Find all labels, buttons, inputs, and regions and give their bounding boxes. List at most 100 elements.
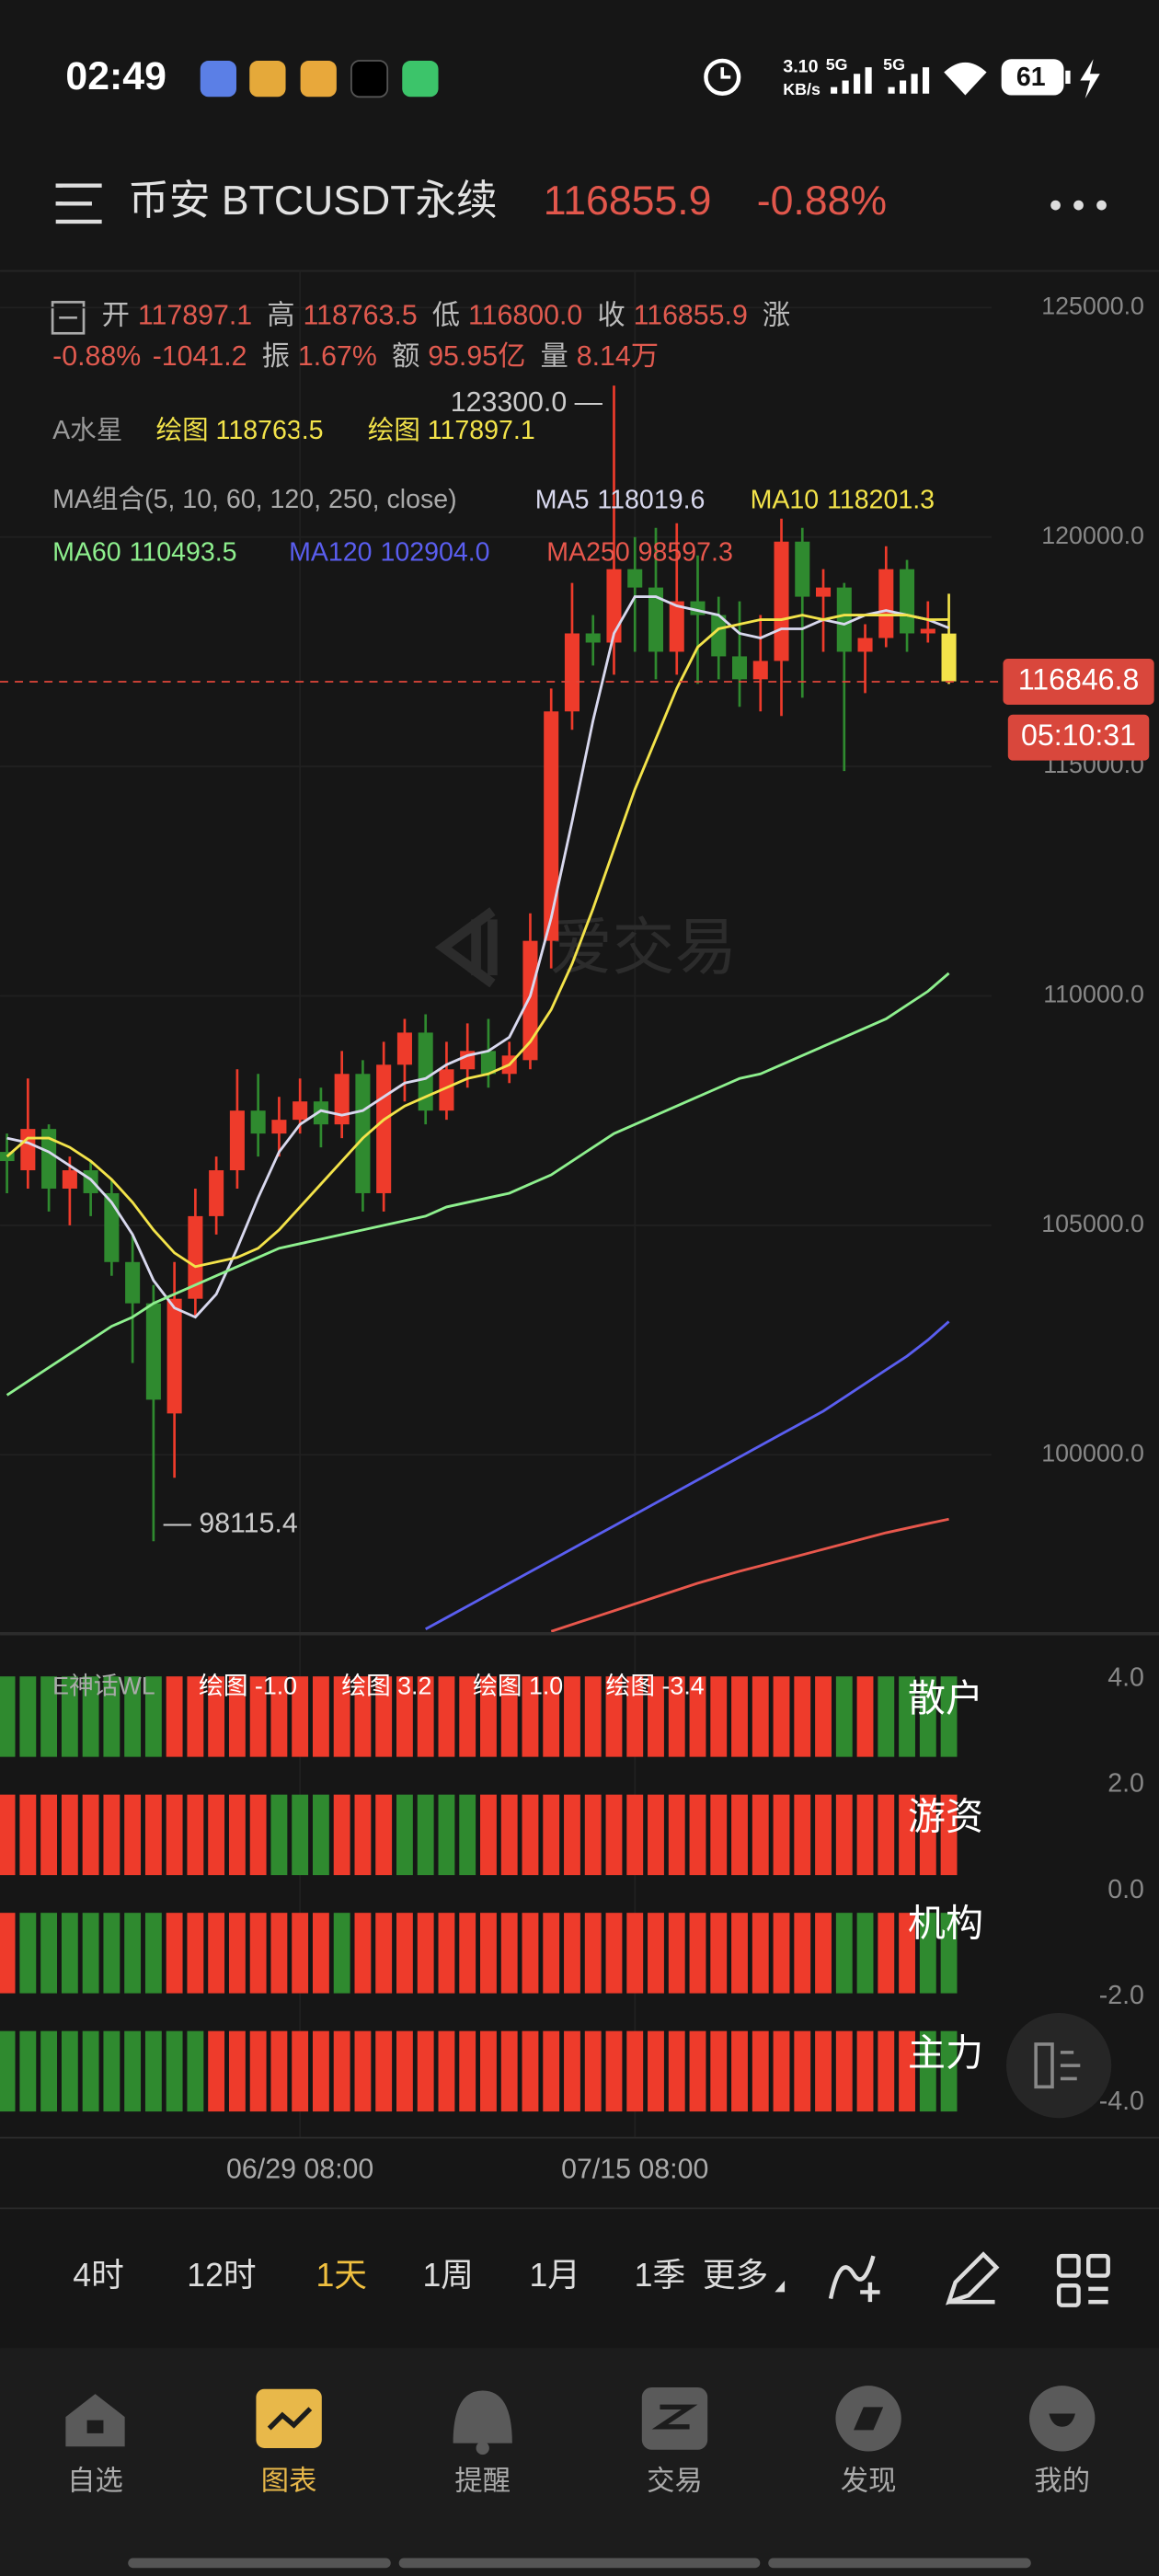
indicator-stripe (459, 2030, 476, 2112)
indicator-stripe (500, 1794, 518, 1876)
nav-item[interactable]: 发现 (841, 2465, 897, 2496)
nav-item[interactable]: 提醒 (454, 2465, 511, 2496)
candle-body (795, 541, 810, 597)
legend-entry: MA10 118201.3 (751, 485, 935, 514)
indicator-stripe (500, 2030, 518, 2112)
draw-tool[interactable] (946, 2251, 1000, 2306)
nav-bar (0, 2348, 1159, 2576)
high-annotation: 123300.0 — (451, 387, 603, 418)
indicator-stripe (103, 1913, 120, 1994)
indicator-stripe (292, 2030, 309, 2112)
timeframe[interactable]: 1季 (635, 2257, 686, 2294)
info-label: 涨 (763, 300, 790, 330)
indicator-stripe (396, 1913, 413, 1994)
indicator-stripe (333, 2030, 350, 2112)
indicator-stripe (564, 1676, 580, 1757)
timeframe-more[interactable]: 更多 (703, 2257, 768, 2294)
indicator-stripe (438, 2030, 455, 2112)
candle-body (711, 615, 727, 657)
indicator-stripe (0, 1913, 16, 1994)
indicator-stripe (396, 1794, 413, 1876)
indicator-stripe (166, 1913, 183, 1994)
indicator-readout: 绘图 118763.5 (156, 416, 324, 445)
current-price-box (1003, 659, 1154, 706)
indicator-stripe (731, 1676, 748, 1757)
indicator-stripe (522, 1913, 539, 1994)
indicator-stripe (648, 1794, 664, 1876)
symbol-title[interactable]: 币安 BTCUSDT永续 (128, 178, 497, 224)
indicator-stripe (731, 2030, 748, 2112)
plot (0, 385, 957, 1632)
y-tick-label: 125000.0 (1041, 292, 1144, 319)
nav-item-active[interactable]: 图表 (261, 2465, 317, 2496)
ma-line (6, 972, 950, 1397)
indicator-stripe (878, 1676, 895, 1757)
timeframe[interactable]: 1月 (529, 2257, 580, 2294)
indicator-stripe (312, 1676, 329, 1757)
indicator-stripe (752, 1913, 769, 1994)
indicator-stripe (82, 1676, 99, 1757)
info-value: -0.88% (52, 341, 141, 372)
indicator-stripe (375, 1913, 393, 1994)
clock: 02:49 (65, 54, 166, 98)
collapse-icon[interactable] (51, 301, 86, 335)
status-icons (704, 58, 1100, 99)
indicator-stripe (0, 1794, 16, 1876)
indicator-stripe (61, 1794, 78, 1876)
indicator-stripe (438, 1794, 455, 1876)
indicator-stripe (940, 2030, 958, 2112)
indicator-stripe (794, 1794, 811, 1876)
indicator-stripe (543, 1913, 560, 1994)
net-speed: 3.10 (783, 56, 818, 76)
indicator-stripe (144, 1676, 162, 1757)
indicator-stripe (626, 1794, 644, 1876)
indicator-stripe (689, 1913, 706, 1994)
nav-item[interactable]: 交易 (647, 2465, 703, 2496)
indicator-stripe (815, 1794, 832, 1876)
indicator-stripe (208, 2030, 225, 2112)
info-line: -0.88% -1041.2 振 1.67% 额 95.95亿量 8.14万 (52, 340, 659, 372)
menu-button[interactable] (55, 183, 102, 224)
timeframe[interactable]: 1周 (422, 2257, 474, 2294)
indicator-stripe (208, 1676, 225, 1757)
network-type: 5G (883, 55, 905, 74)
more-button[interactable] (1050, 200, 1107, 211)
home-indicator (128, 2558, 1031, 2569)
indicator-stripe (584, 1794, 602, 1876)
indicator-stripe (333, 1794, 350, 1876)
layout-tool[interactable] (1056, 2253, 1110, 2307)
candle-body (209, 1170, 224, 1216)
indicator-stripe (752, 1676, 769, 1757)
indicator-row-label: 主力 (908, 2031, 983, 2074)
indicator-stripe (270, 1913, 288, 1994)
indicator-stripe (522, 2030, 539, 2112)
candle-body (627, 569, 643, 588)
indicator-stripe (605, 1676, 623, 1757)
indicator-stripe (228, 1676, 246, 1757)
timeframe[interactable]: 12时 (187, 2257, 256, 2294)
candle-body (125, 1261, 141, 1304)
timeframe[interactable]: 4时 (73, 2257, 124, 2294)
indicator-stripe (40, 2030, 58, 2112)
indicator-stripe (480, 1676, 497, 1757)
indicator-tool[interactable] (828, 2255, 880, 2303)
indicator-stripe (919, 1794, 936, 1876)
float-button[interactable] (1006, 2013, 1112, 2119)
indicator-readout: 绘图 117897.1 (368, 416, 535, 445)
nav-item[interactable]: 自选 (67, 2465, 123, 2496)
y-tick-label: 100000.0 (1041, 1439, 1144, 1466)
timeframe-active[interactable]: 1天 (316, 2257, 367, 2294)
y-tick-label: -2.0 (1099, 1981, 1144, 2010)
indicator-stripe (815, 2030, 832, 2112)
indicator-stripe (208, 1794, 225, 1876)
indicator-stripe (668, 1676, 685, 1757)
candle-body (752, 661, 768, 680)
indicator-stripe (61, 1913, 78, 1994)
indicator-stripe (459, 1794, 476, 1876)
indicator-stripe (856, 1794, 874, 1876)
battery-level: 61 (1016, 63, 1046, 92)
indicator-stripe (543, 2030, 560, 2112)
nav-item[interactable]: 我的 (1034, 2465, 1090, 2496)
indicator-stripe (773, 1794, 790, 1876)
indicator-stripe (354, 1913, 372, 1994)
